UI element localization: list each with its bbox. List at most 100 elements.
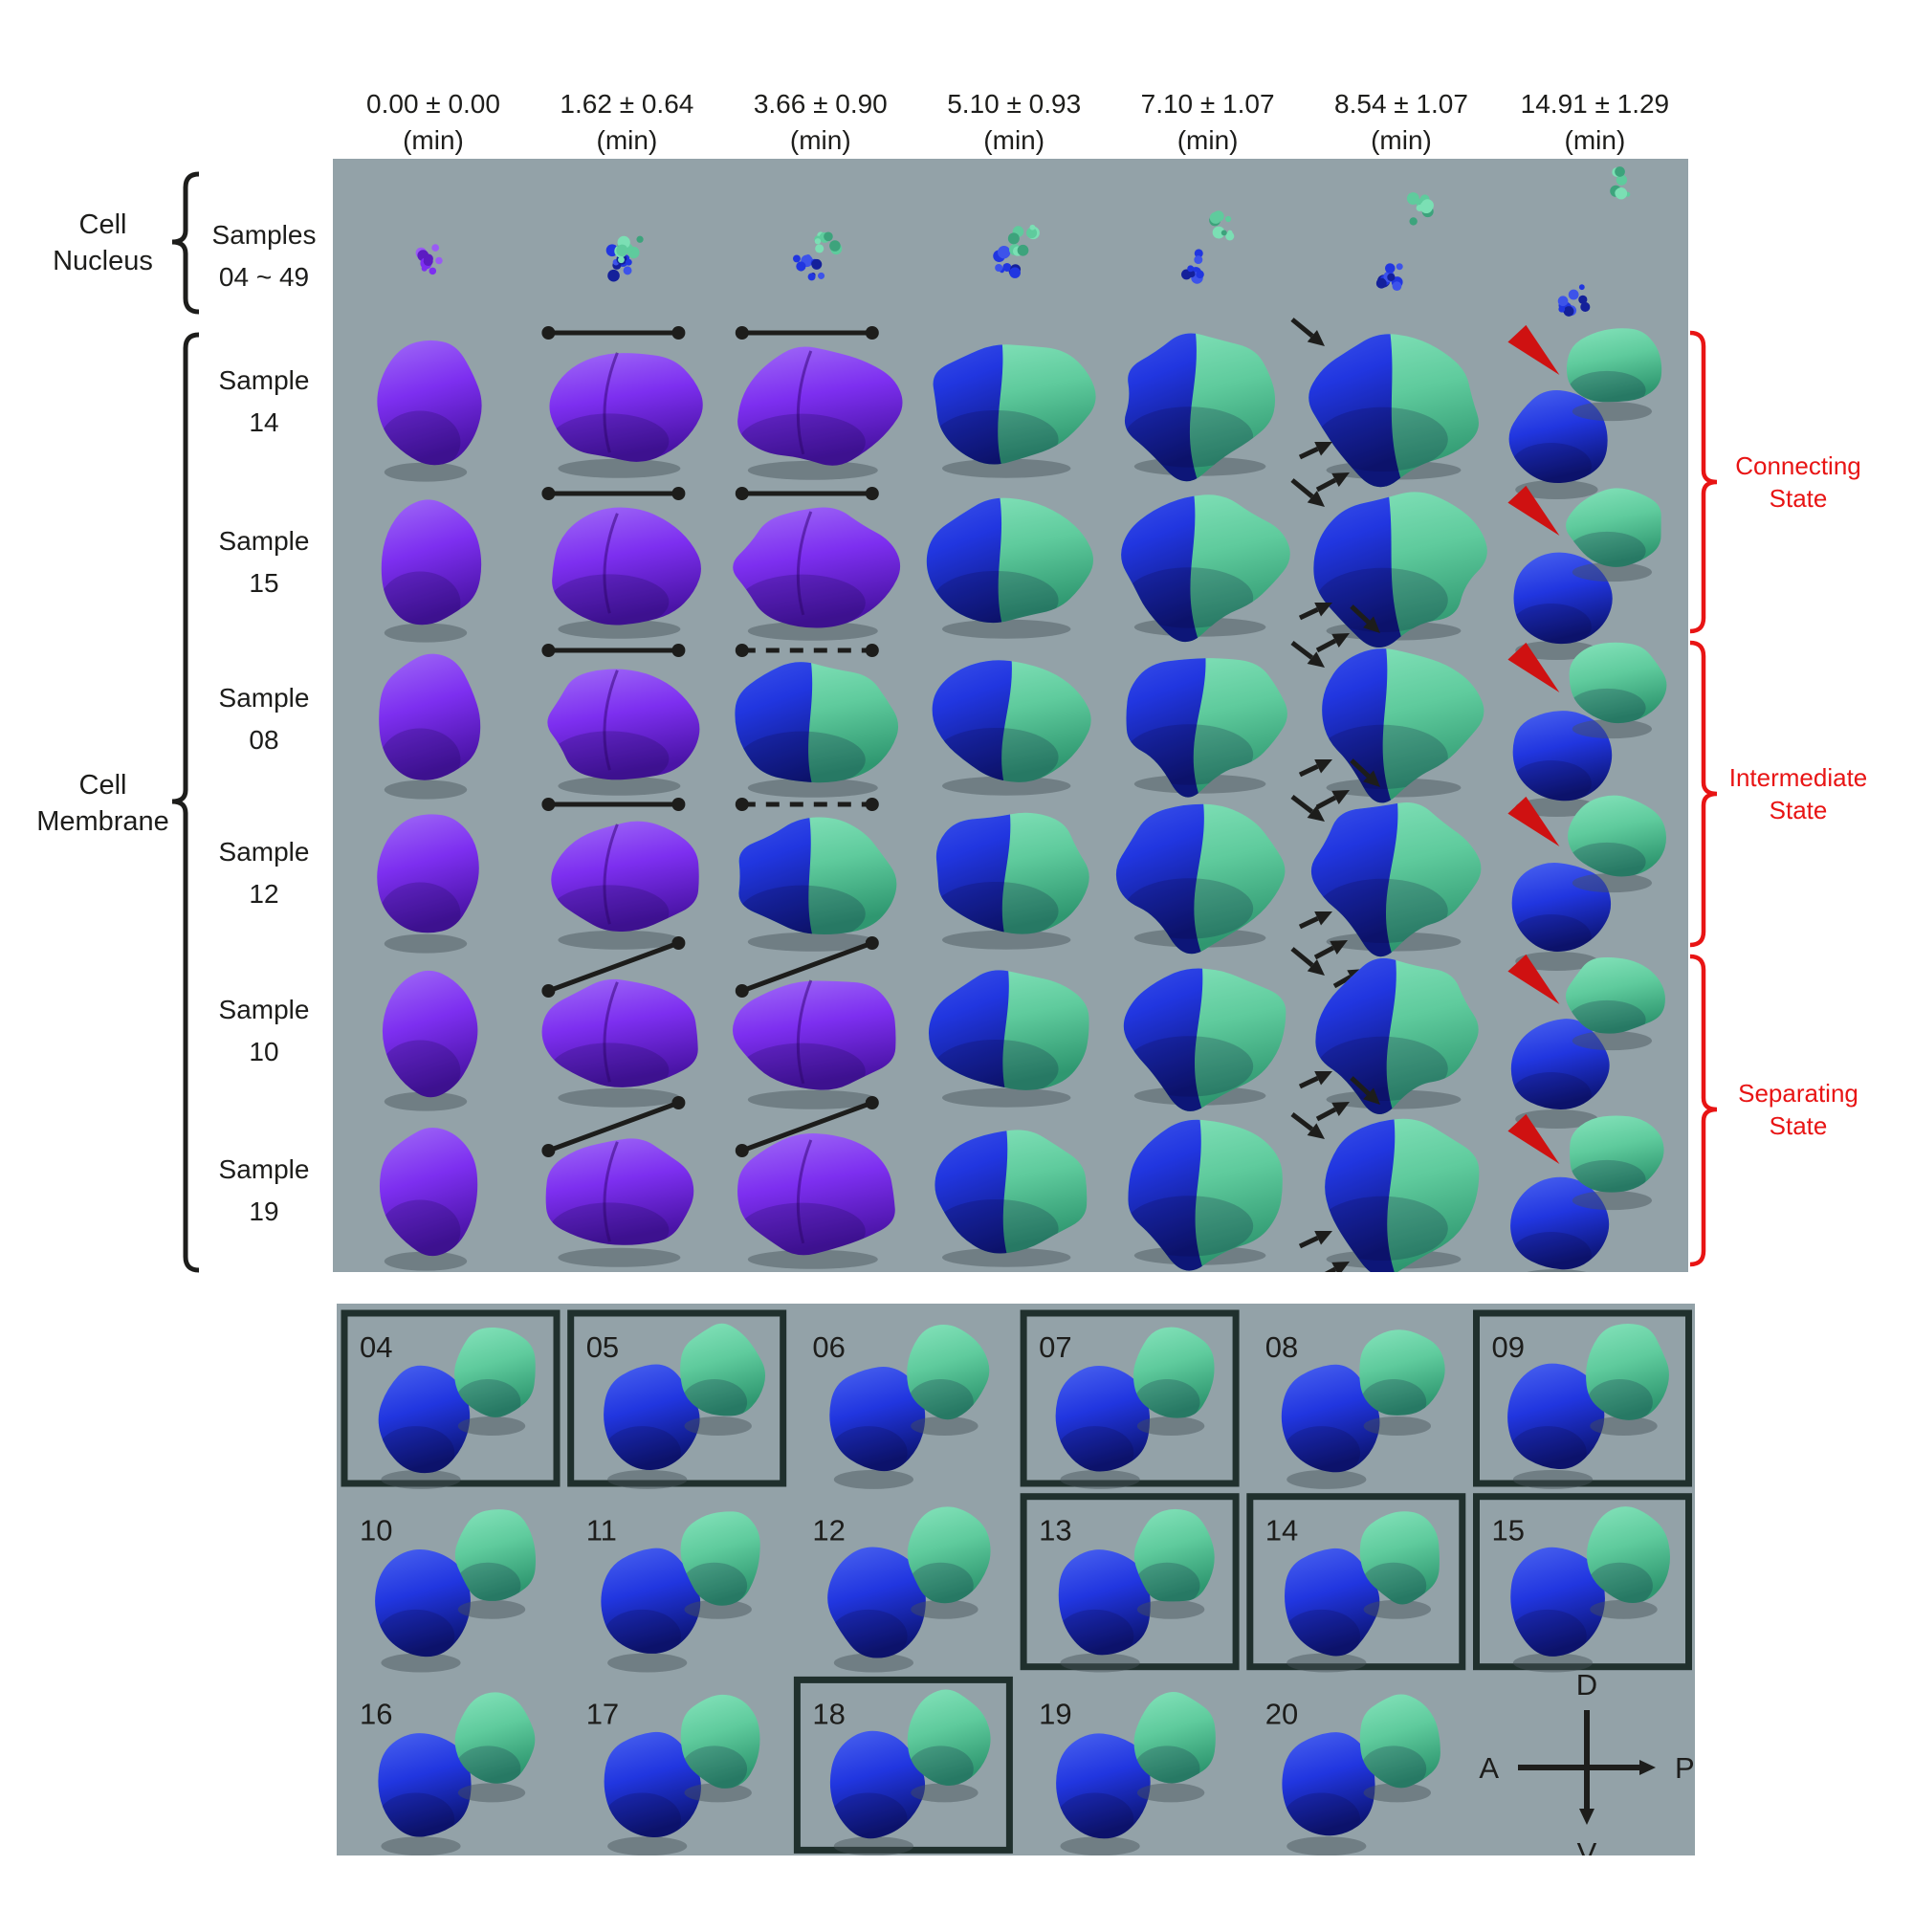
- boundary-arrows: [1290, 947, 1350, 1122]
- bracket-state-intermediate: [1689, 640, 1718, 948]
- nucleus-cluster-t4: [993, 224, 1040, 278]
- separation-red-arrowhead: [1507, 1113, 1560, 1164]
- separation-red-arrowhead: [1507, 485, 1560, 536]
- cell-t3: [737, 1133, 895, 1269]
- gallery-cell-number: 17: [586, 1697, 619, 1730]
- axis-label-ventral: V: [1577, 1836, 1597, 1855]
- time-unit: (min): [1371, 125, 1432, 155]
- main-timeline-panel: [333, 159, 1688, 1272]
- separation-red-arrowhead: [1507, 642, 1560, 692]
- main-panel-svg: [377, 166, 1667, 1272]
- time-label-col3: 3.66 ± 0.90 (min): [724, 86, 917, 159]
- cell-t4: [932, 660, 1091, 796]
- time-value: 0.00 ± 0.00: [366, 89, 500, 119]
- selection-box: [1020, 1309, 1240, 1487]
- cell-t7-separated: [1508, 328, 1662, 499]
- gallery-cell-11: 11: [586, 1511, 760, 1673]
- gallery-cell-09: 09: [1473, 1309, 1692, 1489]
- gallery-green-cell: [1586, 1324, 1669, 1436]
- state-label-line: State: [1769, 1111, 1828, 1140]
- row-label-line: Sample: [218, 995, 310, 1024]
- gallery-cell-number: 10: [360, 1514, 392, 1548]
- cell-t2: [551, 821, 699, 950]
- group-label-cell-membrane: Cell Membrane: [29, 767, 177, 840]
- gallery-cell-04: 04: [341, 1309, 561, 1489]
- gallery-cell-15: 15: [1473, 1493, 1692, 1673]
- nucleus-cluster-t7: [1557, 166, 1631, 317]
- cell-t4: [935, 1130, 1088, 1267]
- cell-t3: [732, 979, 896, 1109]
- boundary-arrows: [1290, 478, 1350, 653]
- cell-t3: [738, 817, 897, 952]
- gallery-cell-number: 13: [1039, 1514, 1071, 1548]
- cell-t2: [541, 978, 698, 1108]
- selection-box: [1473, 1493, 1692, 1671]
- row-label-line: 19: [249, 1197, 279, 1226]
- axis-label-dorsal: D: [1576, 1668, 1597, 1701]
- selection-box: [567, 1309, 787, 1487]
- selection-box: [1020, 1493, 1240, 1671]
- separation-red-arrowhead: [1507, 324, 1560, 375]
- membrane-row-sample-08: [379, 604, 1667, 817]
- gallery-cell-number: 20: [1265, 1697, 1298, 1730]
- gallery-cell-number: 08: [1265, 1330, 1298, 1364]
- cell-t1: [379, 1127, 478, 1271]
- gallery-blue-cell: [375, 1548, 471, 1673]
- duration-lines: [541, 1096, 879, 1157]
- duration-lines: [541, 936, 879, 998]
- axis-label-anterior: A: [1479, 1751, 1499, 1785]
- row-label-line: 14: [249, 407, 279, 437]
- group-label-line: Cell: [78, 209, 127, 240]
- gallery-cell-number: 18: [812, 1697, 845, 1730]
- state-label-intermediate: Intermediate State: [1722, 761, 1875, 826]
- row-label-line: 15: [249, 568, 279, 598]
- row-label-line: 04 ~ 49: [218, 262, 310, 292]
- gallery-cell-number: 05: [586, 1330, 619, 1364]
- time-label-col7: 14.91 ± 1.29 (min): [1498, 86, 1691, 159]
- row-label-line: Sample: [218, 837, 310, 867]
- cell-t5: [1121, 494, 1290, 643]
- row-label-line: 08: [249, 725, 279, 755]
- cell-t4: [926, 497, 1094, 639]
- gallery-panel: 04 05 06 07 08 09 10 11 12 13 14 15 16 17 18 19 20 D V A P: [337, 1304, 1695, 1855]
- group-label-line: Cell: [78, 770, 127, 801]
- cell-t1: [377, 340, 482, 482]
- row-label-sample-08: Sample 08: [187, 677, 341, 761]
- cell-t6: [1315, 957, 1479, 1115]
- group-label-line: Membrane: [36, 806, 169, 837]
- gallery-green-cell: [1133, 1508, 1215, 1619]
- cell-t6: [1325, 1118, 1480, 1272]
- duration-lines: [541, 644, 879, 657]
- gallery-cell-number: 16: [360, 1697, 392, 1730]
- gallery-green-cell: [680, 1323, 766, 1436]
- state-label-line: State: [1769, 484, 1828, 513]
- time-unit: (min): [403, 125, 464, 155]
- gallery-cell-18: 18: [793, 1676, 1013, 1855]
- cell-t5: [1124, 333, 1276, 482]
- cell-t1: [382, 970, 478, 1111]
- cell-t2: [549, 352, 703, 478]
- gallery-green-cell: [1133, 1692, 1216, 1803]
- gallery-cell-14: 14: [1246, 1493, 1466, 1673]
- axis-label-posterior: P: [1675, 1751, 1695, 1785]
- time-label-col2: 1.62 ± 0.64 (min): [530, 86, 723, 159]
- cell-t4: [928, 970, 1089, 1108]
- membrane-row-sample-19: [379, 1076, 1664, 1272]
- selection-box: [341, 1309, 561, 1487]
- selection-box: [1246, 1493, 1466, 1671]
- row-label-line: Sample: [218, 526, 310, 556]
- boundary-arrows: [1290, 1076, 1380, 1272]
- nucleus-cluster-t2: [605, 235, 644, 282]
- boundary-arrows: [1290, 318, 1350, 493]
- cell-t4: [935, 812, 1089, 950]
- gallery-blue-cell: [1510, 1547, 1605, 1673]
- row-label-sample-15: Sample 15: [187, 520, 341, 604]
- row-label-nucleus-samples: Samples 04 ~ 49: [187, 214, 341, 298]
- cell-t5: [1126, 658, 1287, 798]
- time-label-col5: 7.10 ± 1.07 (min): [1111, 86, 1305, 159]
- nucleus-cluster-t3: [792, 231, 843, 281]
- time-value: 5.10 ± 0.93: [947, 89, 1082, 119]
- gallery-cell-12: 12: [812, 1506, 991, 1673]
- state-label-line: Separating: [1738, 1079, 1858, 1108]
